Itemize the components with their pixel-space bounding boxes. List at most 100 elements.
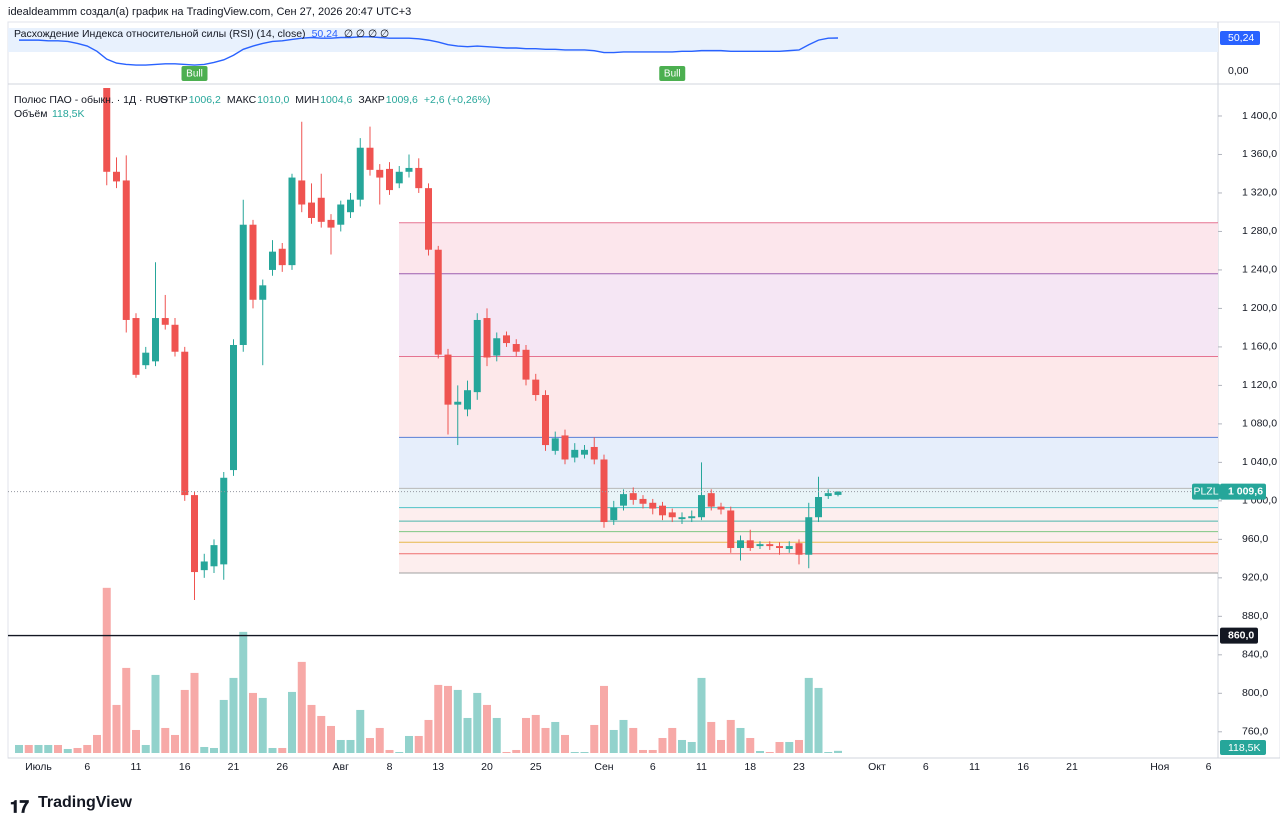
candle-body	[220, 477, 228, 565]
volume-bar	[327, 725, 335, 753]
candle-body	[483, 318, 491, 358]
candle-body	[688, 516, 696, 519]
candle-body	[366, 147, 374, 170]
volume-bar	[317, 715, 326, 753]
candle-body	[142, 352, 150, 366]
volume-bar	[161, 727, 170, 753]
candle-body	[815, 497, 822, 518]
volume-bar	[483, 704, 491, 753]
legend-name: Полюс ПАО - обыкн. · 1Д · RUS	[14, 94, 168, 106]
candle-body	[337, 204, 345, 225]
candle-body	[386, 168, 393, 191]
volume-bar	[746, 737, 755, 753]
volume-bar	[804, 677, 813, 753]
candle-body	[571, 449, 579, 458]
x-tick-label: 25	[530, 761, 542, 773]
hline-label-bg	[1220, 627, 1258, 644]
volume-bar	[395, 751, 404, 753]
volume-bar	[219, 699, 228, 753]
volume-bar	[736, 727, 745, 753]
x-tick-label: 16	[1017, 761, 1029, 773]
candle-body	[288, 177, 296, 266]
volume-bar	[756, 750, 764, 753]
x-tick-label: 23	[793, 761, 805, 773]
rsi-title: Расхождение Индекса относительной силы (…	[14, 28, 306, 40]
legend-value: 1004,6	[320, 94, 352, 106]
legend-field: МИН	[295, 94, 319, 106]
volume-bar	[112, 704, 121, 753]
x-tick-label: 6	[923, 761, 929, 773]
candle-body	[785, 546, 793, 549]
volume-bar	[785, 741, 794, 753]
rsi-value-bg	[1220, 30, 1260, 45]
x-tick-label: 11	[696, 761, 707, 773]
candle-body	[113, 171, 120, 182]
y-tick-label: 920,0	[1242, 572, 1268, 584]
candle-body	[161, 318, 169, 325]
candle-body	[717, 506, 725, 510]
candle-body	[181, 351, 189, 496]
candle-body	[249, 224, 257, 300]
volume-bar	[658, 737, 667, 753]
legend-field: МАКС	[227, 94, 257, 106]
candle-body	[532, 379, 540, 396]
candle-body	[473, 319, 481, 393]
ticker: PLZL	[1193, 485, 1218, 497]
level-zone	[399, 437, 1218, 489]
x-tick-label: 6	[650, 761, 656, 773]
y-tick-label: 1 240,0	[1242, 264, 1277, 276]
volume-bar	[258, 697, 267, 753]
volume-bar	[15, 744, 23, 753]
candle-body	[581, 449, 588, 455]
candle-body	[590, 446, 598, 460]
candle-body	[454, 401, 462, 405]
candle-body	[542, 395, 549, 446]
candle-body	[317, 197, 325, 222]
volume-bar	[600, 685, 608, 753]
x-tick-label: 6	[84, 761, 90, 773]
candle-body	[395, 171, 403, 184]
candle-body	[551, 438, 559, 451]
legend-value: 1009,6	[386, 94, 418, 106]
volume-bar	[297, 661, 306, 753]
y-tick-label: 1 080,0	[1242, 418, 1277, 430]
volume-bar	[44, 744, 53, 753]
candle-body	[464, 390, 471, 410]
candle-body	[259, 285, 267, 300]
candle-body	[746, 540, 754, 549]
volume-bar	[200, 746, 209, 753]
rsi-tick-label: 0,00	[1228, 65, 1249, 77]
hline-label: 860,0	[1228, 629, 1254, 641]
candle-body	[298, 180, 306, 205]
x-tick-label: 11	[131, 761, 142, 773]
candle-body	[230, 344, 237, 471]
candle-body	[210, 545, 218, 567]
candle-body	[776, 546, 783, 549]
candle-body	[269, 251, 276, 270]
volume-bar	[83, 744, 92, 753]
candle-body	[512, 344, 520, 352]
legend-value: 1010,0	[257, 94, 289, 106]
volume-bar	[34, 744, 43, 753]
volume-bar	[473, 692, 482, 753]
x-tick-label: Окт	[868, 761, 886, 773]
candle-body	[795, 543, 803, 555]
candle-body	[122, 180, 130, 320]
candle-body	[522, 349, 530, 380]
volume-bar	[356, 709, 365, 753]
volume-bar	[561, 734, 569, 753]
volume-axis-label: 118,5K	[1228, 742, 1261, 754]
y-tick-label: 800,0	[1242, 687, 1268, 699]
signal-box	[659, 66, 686, 81]
candle-body	[727, 510, 735, 549]
volume-bar	[132, 729, 140, 753]
volume-bar	[141, 744, 150, 753]
volume-bar	[639, 749, 647, 753]
y-tick-label: 1 200,0	[1242, 302, 1277, 314]
x-tick-label: 21	[228, 761, 240, 773]
candle-body	[152, 318, 159, 362]
candle-body	[659, 505, 666, 516]
volume-bar	[24, 744, 33, 753]
volume-bar	[765, 751, 774, 753]
volume-bar	[541, 727, 550, 753]
